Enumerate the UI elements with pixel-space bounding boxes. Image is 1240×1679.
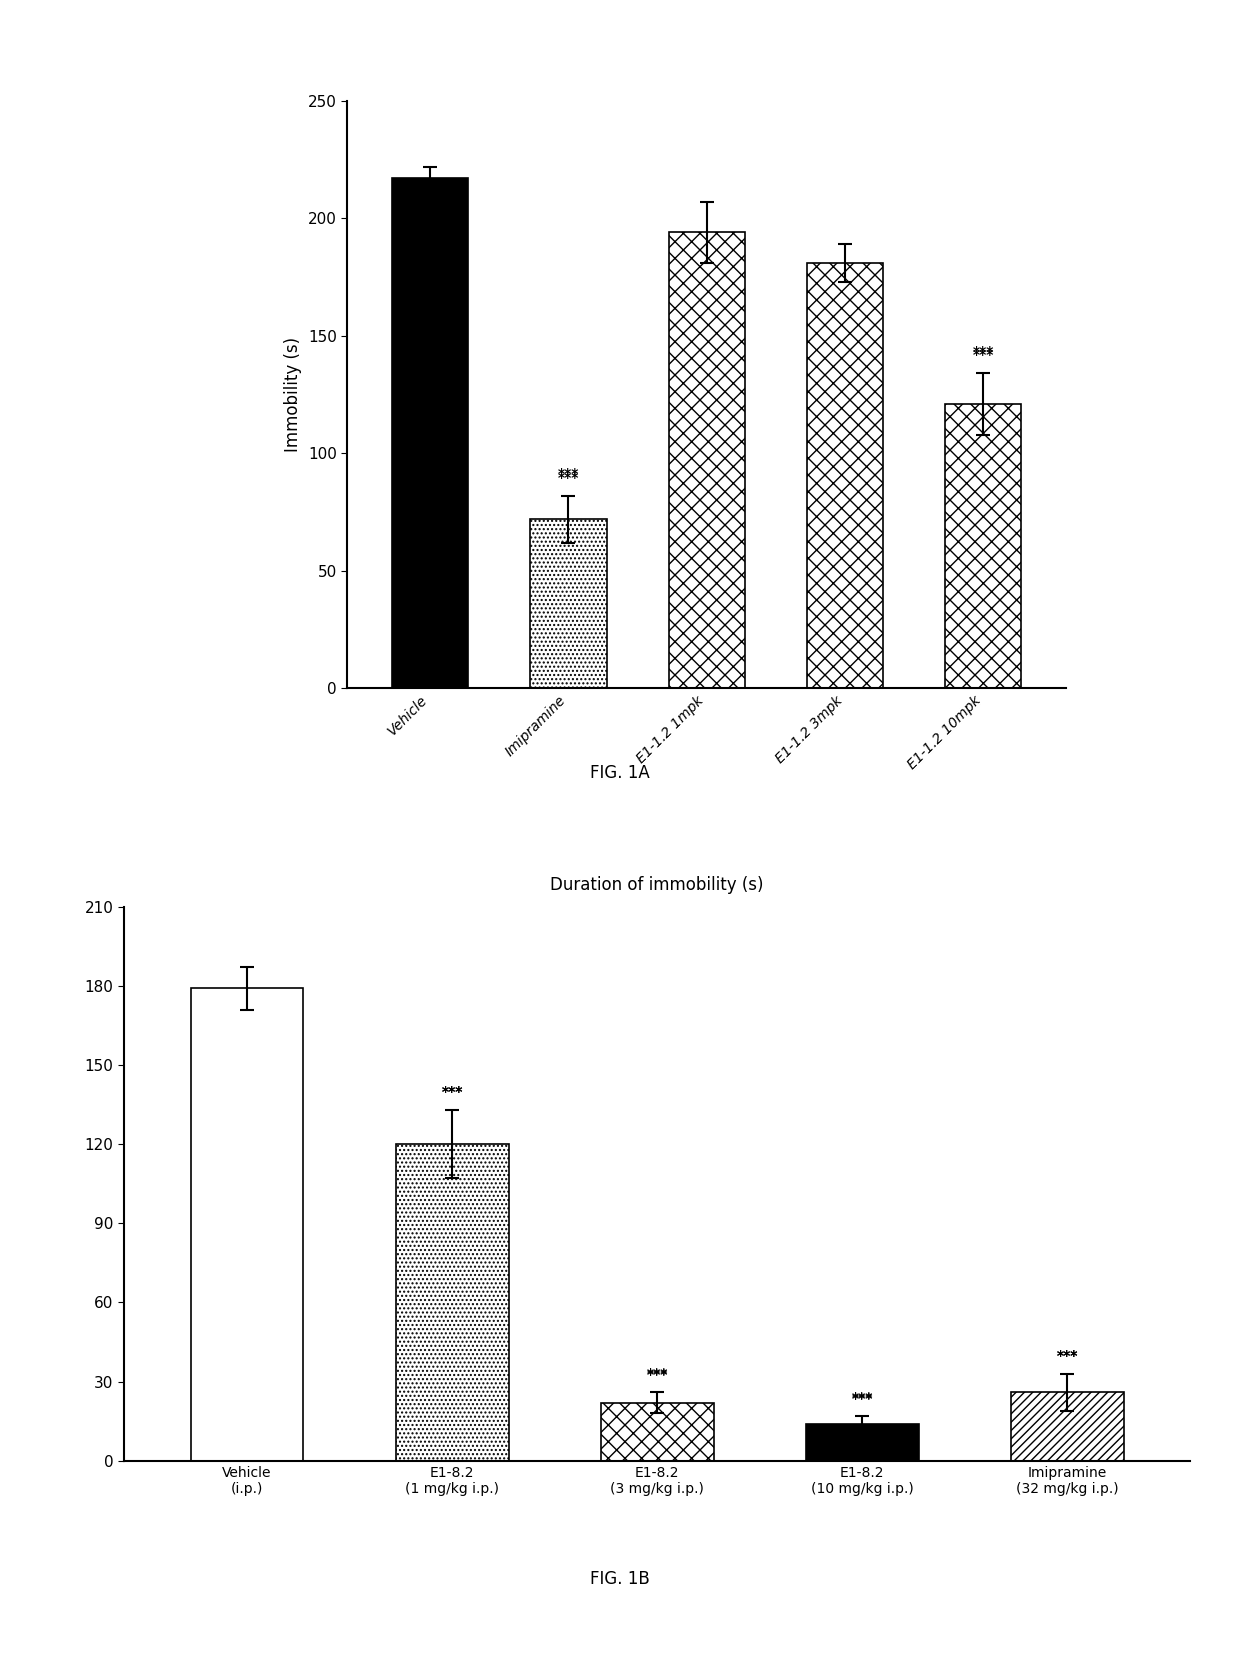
Bar (191, 989, 304, 1461)
Bar (806, 1424, 919, 1461)
Bar (668, 232, 745, 688)
Text: ***: *** (646, 1368, 668, 1382)
Text: ***: *** (972, 344, 994, 359)
Bar (392, 178, 469, 688)
Bar (531, 519, 606, 688)
Text: ***: *** (646, 1367, 668, 1382)
Text: ***: *** (1056, 1350, 1078, 1363)
Bar (601, 1402, 713, 1461)
Text: ***: *** (441, 1085, 463, 1098)
Y-axis label: Immobility (s): Immobility (s) (284, 337, 303, 452)
Text: ***: *** (972, 349, 994, 363)
Text: ***: *** (1056, 1348, 1078, 1363)
Text: FIG. 1A: FIG. 1A (590, 764, 650, 782)
Text: ***: *** (441, 1085, 463, 1100)
Text: ***: *** (852, 1390, 873, 1405)
Bar (396, 1143, 508, 1461)
Bar (945, 405, 1022, 688)
Bar (1011, 1392, 1123, 1461)
Text: FIG. 1B: FIG. 1B (590, 1570, 650, 1588)
Text: ***: *** (558, 470, 579, 485)
Bar (807, 264, 883, 688)
Text: ***: *** (558, 467, 579, 480)
Title: Duration of immobility (s): Duration of immobility (s) (551, 876, 764, 893)
Text: ***: *** (852, 1392, 873, 1405)
